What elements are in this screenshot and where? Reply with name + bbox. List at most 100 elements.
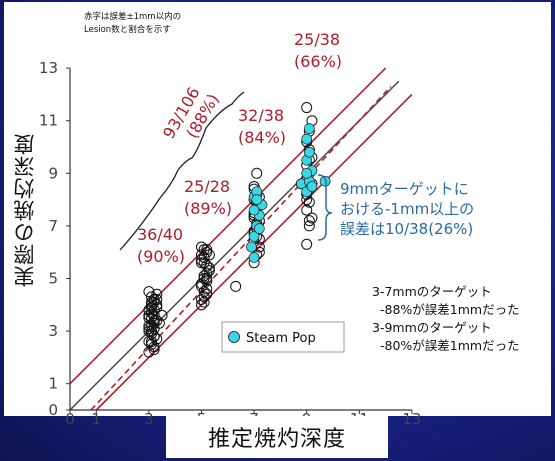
lesion-point [151, 288, 163, 300]
lesion-point [196, 257, 207, 269]
lesion-point [198, 251, 210, 263]
line--1mm [69, 67, 387, 385]
lesion-point [303, 220, 315, 232]
lesion-point [146, 336, 158, 348]
lesion-point [143, 320, 155, 332]
lesion-point [156, 309, 168, 321]
lesion-point [148, 341, 160, 353]
lesion-point [301, 238, 313, 250]
line-regression [90, 85, 392, 411]
lesion-point [203, 249, 215, 261]
bracket-summary-label: 93/106 (88%) [159, 84, 223, 142]
lesion-point [198, 286, 210, 298]
blue-note-line-3: 誤差は10/38(26%) [340, 220, 473, 238]
lesion-point [148, 304, 160, 316]
steam-pop-point [248, 204, 260, 216]
steam-pop-point [301, 167, 313, 179]
group-5mm-percent: (89%) [184, 199, 232, 218]
group-7mm-count: 32/38 [238, 106, 284, 125]
group-9mm-count: 25/38 [294, 30, 340, 49]
lesion-point [198, 257, 210, 269]
lesion-point [148, 330, 160, 342]
legend-box [221, 321, 345, 353]
x-axis-title-box: 推定焼灼深度 [166, 416, 388, 458]
group-7mm-percent: (84%) [238, 128, 286, 147]
lesion-point [143, 286, 155, 298]
lesion-point [201, 273, 213, 284]
x-tick-label: 0 [65, 410, 75, 428]
note-line-1: 赤字は誤差±1mm以内の [84, 11, 181, 22]
lesion-point [151, 294, 163, 306]
lesion-point [301, 204, 313, 216]
lesion-point [201, 259, 213, 271]
group-3mm-count: 36/40 [137, 225, 183, 244]
blue-note-line-2: おける-1mm以上の [340, 200, 474, 218]
legend: Steam Pop [221, 321, 345, 353]
lesion-point [251, 167, 263, 179]
lesion-point [151, 333, 163, 345]
lesion-point [201, 267, 213, 279]
lesion-point [306, 212, 318, 224]
y-tick-label: 11 [39, 112, 58, 130]
x-axis-title: 推定焼灼深度 [207, 427, 346, 452]
lesion-point [143, 322, 155, 334]
lesion-point [146, 291, 158, 303]
lesion-point [143, 304, 155, 316]
y-tick-label: 3 [48, 322, 58, 340]
lesion-point [198, 296, 210, 308]
y-tick-label: 1 [48, 375, 58, 393]
lesion-point [230, 280, 242, 292]
y-axis-title-box: 実際の焼灼深度 [8, 110, 42, 310]
summary-line-4: -80%が誤差1mmだった [380, 338, 520, 353]
lesion-point [198, 270, 210, 282]
group-3mm-percent: (90%) [137, 247, 185, 266]
blue-bracket [317, 174, 333, 241]
blue-note-line-1: 9mmターゲットに [340, 180, 469, 198]
steam-pop-point [248, 231, 260, 242]
lesion-point [301, 102, 313, 114]
lesion-point [146, 301, 158, 313]
group-5mm-count: 25/28 [184, 177, 230, 196]
y-tick-label: 9 [48, 164, 58, 182]
summary-line-2: -88%が誤差1mmだった [380, 302, 520, 317]
lesion-point [146, 312, 158, 324]
lesion-point [148, 294, 160, 306]
y-tick-label: 5 [48, 270, 58, 288]
lesion-point [201, 244, 213, 256]
lesion-point [303, 196, 315, 208]
x-tick-label: 1 [92, 410, 102, 428]
lesion-point [148, 344, 160, 356]
lesion-point [201, 288, 213, 300]
steam-pop-point [251, 194, 263, 205]
steam-pop-legend-marker [228, 331, 240, 343]
steam-pop-point [248, 252, 260, 263]
lesion-point [153, 317, 165, 329]
steam-pop-point [303, 123, 315, 134]
lesion-point [146, 307, 158, 319]
group-bracket [119, 91, 245, 251]
summary-line-1: 3-7mmのターゲット [372, 284, 492, 299]
y-tick-label: 0 [48, 401, 58, 419]
lesion-point [196, 241, 207, 253]
lesion-point [303, 215, 315, 227]
data-points [143, 102, 331, 358]
steam-pop-point [246, 241, 257, 253]
lesion-point [196, 280, 207, 292]
summary-line-3: 3-9mmのターゲット [372, 320, 492, 335]
steam-pop-point [301, 133, 313, 145]
lesion-point [148, 296, 160, 308]
legend-label: Steam Pop [246, 331, 316, 346]
steam-pop-point [303, 146, 315, 158]
lesion-point [198, 291, 210, 303]
y-tick-label: 7 [48, 217, 58, 235]
y-tick-label: 13 [39, 59, 58, 77]
lesion-point [151, 299, 163, 311]
lesion-point [196, 299, 207, 311]
lesion-point [198, 273, 210, 284]
group-9mm-percent: (66%) [294, 52, 342, 71]
y-axis-title: 実際の焼灼深度 [13, 133, 37, 287]
note-line-2: Lesion数と割合を示す [84, 24, 171, 35]
lesion-point [146, 325, 158, 337]
x-tick-label: 13 [402, 410, 421, 428]
